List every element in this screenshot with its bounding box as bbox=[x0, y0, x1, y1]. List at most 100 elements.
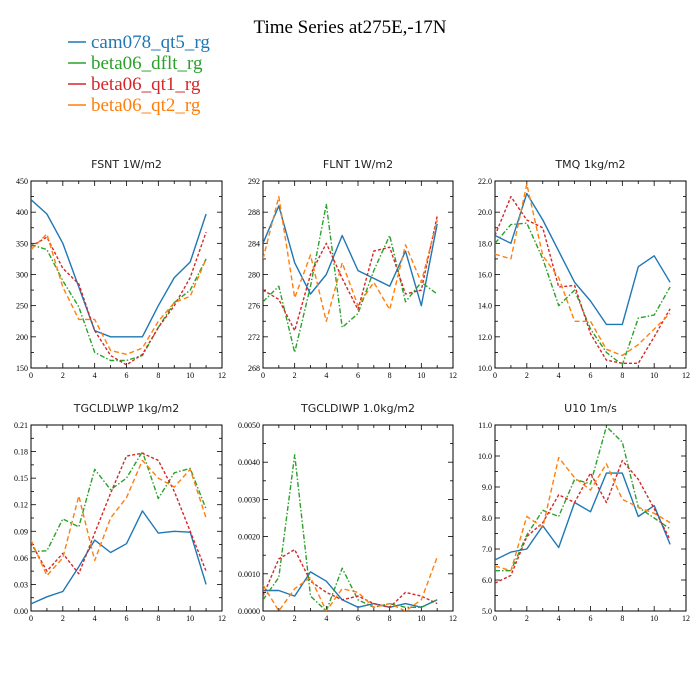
x-tick-label: 8 bbox=[620, 371, 624, 380]
x-tick-label: 10 bbox=[650, 371, 658, 380]
y-tick-label: 8.0 bbox=[482, 514, 492, 523]
x-tick-label: 10 bbox=[650, 614, 658, 623]
panel-title: TGCLDLWP 1kg/m2 bbox=[73, 402, 179, 415]
plot-frame bbox=[262, 424, 454, 612]
legend-entry-beta06_dflt_rg: beta06_dflt_rg bbox=[91, 53, 203, 74]
legend-entry-beta06_qt1_rg: beta06_qt1_rg bbox=[91, 74, 201, 95]
series-line-beta06_dflt_rg bbox=[263, 203, 438, 354]
series-line-beta06_qt1_rg bbox=[263, 548, 438, 608]
x-tick-label: 10 bbox=[186, 614, 194, 623]
x-tick-label: 0 bbox=[493, 371, 497, 380]
y-tick-label: 20.0 bbox=[478, 208, 492, 217]
series-line-beta06_qt1_rg bbox=[31, 452, 207, 575]
plot-frame bbox=[494, 180, 687, 369]
x-tick-label: 2 bbox=[525, 371, 529, 380]
y-tick-label: 11.0 bbox=[478, 421, 492, 430]
x-tick-label: 4 bbox=[93, 614, 97, 623]
x-tick-label: 12 bbox=[449, 614, 457, 623]
x-tick-label: 0 bbox=[493, 614, 497, 623]
y-tick-label: 272 bbox=[248, 333, 260, 342]
figure-title: Time Series at275E,-17N bbox=[254, 17, 447, 38]
series-line-beta06_dflt_rg bbox=[495, 222, 671, 366]
x-tick-label: 2 bbox=[293, 614, 297, 623]
series-line-beta06_qt2_rg bbox=[31, 233, 207, 355]
x-tick-label: 12 bbox=[682, 614, 690, 623]
panel-0: FSNT 1W/m2 0 2 4 6 8 10 12 150 200 250 300 350 400 450 bbox=[16, 158, 226, 380]
y-tick-label: 0.0000 bbox=[238, 607, 260, 616]
series-line-beta06_qt1_rg bbox=[495, 459, 671, 584]
y-tick-label: 0.12 bbox=[14, 501, 28, 510]
series-line-cam078_qt5_rg bbox=[263, 571, 438, 608]
y-tick-label: 0.21 bbox=[14, 421, 28, 430]
y-tick-label: 150 bbox=[16, 364, 28, 373]
x-tick-label: 4 bbox=[324, 614, 328, 623]
series-line-cam078_qt5_rg bbox=[495, 192, 671, 326]
series-line-beta06_dflt_rg bbox=[263, 454, 438, 611]
series-line-cam078_qt5_rg bbox=[31, 510, 207, 605]
legend-entry-beta06_qt2_rg: beta06_qt2_rg bbox=[91, 95, 201, 116]
panel-title: TMQ 1kg/m2 bbox=[554, 158, 625, 171]
series-line-cam078_qt5_rg bbox=[495, 472, 671, 561]
x-tick-label: 4 bbox=[557, 371, 561, 380]
x-tick-label: 10 bbox=[417, 371, 425, 380]
y-tick-label: 288 bbox=[248, 208, 260, 217]
y-tick-label: 12.0 bbox=[478, 333, 492, 342]
y-tick-label: 0.0050 bbox=[238, 421, 260, 430]
y-tick-label: 292 bbox=[248, 177, 260, 186]
series-line-beta06_qt2_rg bbox=[263, 556, 438, 611]
x-tick-label: 6 bbox=[125, 614, 129, 623]
x-tick-label: 0 bbox=[261, 614, 265, 623]
x-tick-label: 8 bbox=[156, 371, 160, 380]
y-tick-label: 0.0040 bbox=[238, 458, 260, 467]
x-tick-label: 4 bbox=[557, 614, 561, 623]
y-tick-label: 0.03 bbox=[14, 580, 28, 589]
x-tick-label: 4 bbox=[93, 371, 97, 380]
series-line-beta06_dflt_rg bbox=[31, 243, 207, 362]
panel-title: TGCLDIWP 1.0kg/m2 bbox=[300, 402, 415, 415]
y-tick-label: 7.0 bbox=[482, 545, 492, 554]
legend: cam078_qt5_rgbeta06_dflt_rgbeta06_qt1_rg… bbox=[68, 32, 210, 116]
y-tick-label: 0.18 bbox=[14, 448, 28, 457]
x-tick-label: 6 bbox=[356, 371, 360, 380]
chart-panels: FSNT 1W/m20 2 4 6 8 10 12150200250300350400450… bbox=[14, 158, 690, 623]
panel-1: FLNT 1W/m2 0 2 4 6 8 10 12 268 272 276 280 284 288 292 bbox=[248, 158, 457, 380]
y-tick-label: 0.00 bbox=[14, 607, 28, 616]
y-tick-label: 0.0020 bbox=[238, 533, 260, 542]
y-tick-label: 6.0 bbox=[482, 576, 492, 585]
y-tick-label: 0.06 bbox=[14, 554, 28, 563]
y-tick-label: 14.0 bbox=[478, 302, 492, 311]
y-tick-label: 284 bbox=[248, 239, 260, 248]
x-tick-label: 2 bbox=[61, 371, 65, 380]
y-tick-label: 0.15 bbox=[14, 474, 28, 483]
legend-entry-cam078_qt5_rg: cam078_qt5_rg bbox=[91, 32, 210, 53]
y-tick-label: 250 bbox=[16, 302, 28, 311]
x-tick-label: 6 bbox=[356, 614, 360, 623]
x-tick-label: 8 bbox=[388, 614, 392, 623]
plot-frame bbox=[30, 424, 223, 612]
x-tick-label: 4 bbox=[324, 371, 328, 380]
x-tick-label: 2 bbox=[525, 614, 529, 623]
series-line-beta06_qt2_rg bbox=[31, 459, 207, 577]
x-tick-label: 6 bbox=[125, 371, 129, 380]
x-tick-label: 12 bbox=[682, 371, 690, 380]
series-line-beta06_qt2_rg bbox=[495, 183, 671, 357]
x-tick-label: 2 bbox=[61, 614, 65, 623]
series-line-cam078_qt5_rg bbox=[263, 205, 438, 307]
x-tick-label: 12 bbox=[218, 614, 226, 623]
y-tick-label: 5.0 bbox=[482, 607, 492, 616]
plot-frame bbox=[494, 424, 687, 612]
panel-title: U10 1m/s bbox=[564, 402, 617, 415]
panel-2: TMQ 1kg/m2 0 2 4 6 8 10 12 10.0 12.0 14.0 16.0 18.0 2… bbox=[478, 158, 690, 380]
series-line-beta06_qt2_rg bbox=[263, 195, 438, 322]
x-tick-label: 12 bbox=[449, 371, 457, 380]
x-tick-label: 6 bbox=[589, 371, 593, 380]
x-tick-label: 10 bbox=[186, 371, 194, 380]
series-line-beta06_dflt_rg bbox=[31, 450, 207, 553]
y-tick-label: 0.09 bbox=[14, 527, 28, 536]
y-tick-label: 10.0 bbox=[478, 452, 492, 461]
y-tick-label: 0.0030 bbox=[238, 495, 260, 504]
x-tick-label: 8 bbox=[388, 371, 392, 380]
x-tick-label: 0 bbox=[29, 371, 33, 380]
y-tick-label: 22.0 bbox=[478, 177, 492, 186]
